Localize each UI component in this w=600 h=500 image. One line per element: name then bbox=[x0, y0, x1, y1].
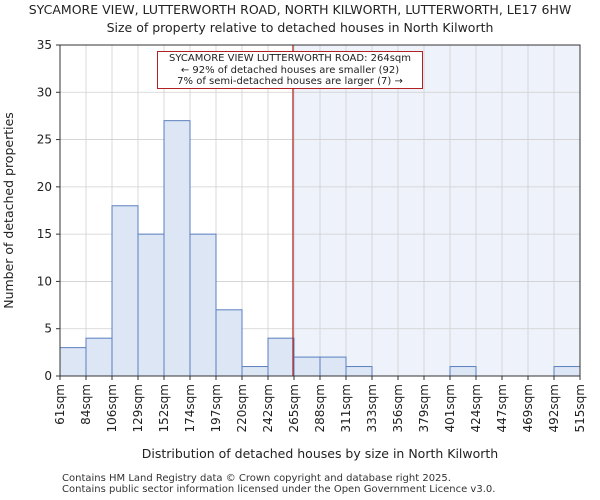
bar-197sqm bbox=[215, 309, 243, 377]
bar-174sqm bbox=[189, 233, 217, 377]
y-axis-ticks: 0 5 10 15 20 25 30 35 bbox=[37, 38, 60, 383]
x-tick-label: 174sqm bbox=[183, 384, 197, 432]
y-tick-label: 25 bbox=[37, 133, 52, 147]
bar-492sqm bbox=[553, 366, 581, 377]
x-tick-label: 265sqm bbox=[287, 384, 301, 432]
footer-line-1: Contains HM Land Registry data © Crown c… bbox=[62, 473, 451, 484]
x-tick-label: 288sqm bbox=[313, 384, 327, 432]
x-axis-ticks: 61sqm 84sqm 106sqm 129sqm 152sqm 174sqm 197sqm… bbox=[53, 376, 587, 432]
y-tick-label: 35 bbox=[37, 38, 52, 52]
bar-84sqm bbox=[85, 337, 113, 377]
bar-242sqm bbox=[267, 337, 295, 377]
x-tick-label: 356sqm bbox=[391, 384, 405, 432]
x-tick-label: 401sqm bbox=[443, 384, 457, 432]
x-tick-label: 424sqm bbox=[469, 384, 483, 432]
highlight-region bbox=[292, 45, 580, 376]
y-tick-label: 20 bbox=[37, 180, 52, 194]
x-tick-label: 152sqm bbox=[157, 384, 171, 432]
bar-61sqm bbox=[59, 347, 87, 377]
x-tick-label: 242sqm bbox=[261, 384, 275, 432]
y-tick-label: 5 bbox=[44, 322, 52, 336]
x-tick-label: 379sqm bbox=[417, 384, 431, 432]
y-tick-label: 10 bbox=[37, 274, 52, 288]
x-tick-label: 129sqm bbox=[131, 384, 145, 432]
footer-line-2: Contains public sector information licen… bbox=[62, 484, 496, 495]
x-tick-label: 106sqm bbox=[105, 384, 119, 432]
y-tick-label: 15 bbox=[37, 227, 52, 241]
annotation-line-3: 7% of semi-detached houses are larger (7… bbox=[177, 76, 403, 87]
bar-401sqm bbox=[449, 366, 477, 377]
bar-152sqm bbox=[163, 120, 191, 377]
chart-title: SYCAMORE VIEW, LUTTERWORTH ROAD, NORTH K… bbox=[28, 2, 572, 17]
bars bbox=[59, 120, 581, 377]
bar-220sqm bbox=[241, 366, 269, 377]
annotation-box: SYCAMORE VIEW LUTTERWORTH ROAD: 264sqm ←… bbox=[157, 51, 423, 89]
bar-129sqm bbox=[137, 233, 165, 377]
x-tick-label: 469sqm bbox=[521, 384, 535, 432]
annotation-line-1: SYCAMORE VIEW LUTTERWORTH ROAD: 264sqm bbox=[168, 53, 412, 64]
x-tick-label: 447sqm bbox=[495, 384, 509, 432]
x-tick-label: 333sqm bbox=[365, 384, 379, 432]
x-tick-label: 220sqm bbox=[235, 384, 249, 432]
bar-265sqm bbox=[293, 356, 321, 377]
y-tick-label: 0 bbox=[44, 369, 52, 383]
bar-288sqm bbox=[319, 356, 347, 377]
y-tick-label: 30 bbox=[37, 85, 52, 99]
y-axis-label: Number of detached properties bbox=[1, 112, 16, 309]
x-tick-label: 197sqm bbox=[209, 384, 223, 432]
x-tick-label: 492sqm bbox=[547, 384, 561, 432]
x-tick-label: 84sqm bbox=[79, 384, 93, 425]
annotation-line-2: ← 92% of detached houses are smaller (92… bbox=[180, 64, 400, 76]
bar-311sqm bbox=[345, 366, 373, 377]
bar-106sqm bbox=[111, 205, 139, 377]
x-tick-label: 515sqm bbox=[573, 384, 587, 432]
x-tick-label: 311sqm bbox=[339, 384, 353, 432]
chart-subtitle: Size of property relative to detached ho… bbox=[106, 20, 494, 35]
x-axis-label: Distribution of detached houses by size … bbox=[142, 446, 498, 461]
x-tick-label: 61sqm bbox=[53, 384, 67, 425]
